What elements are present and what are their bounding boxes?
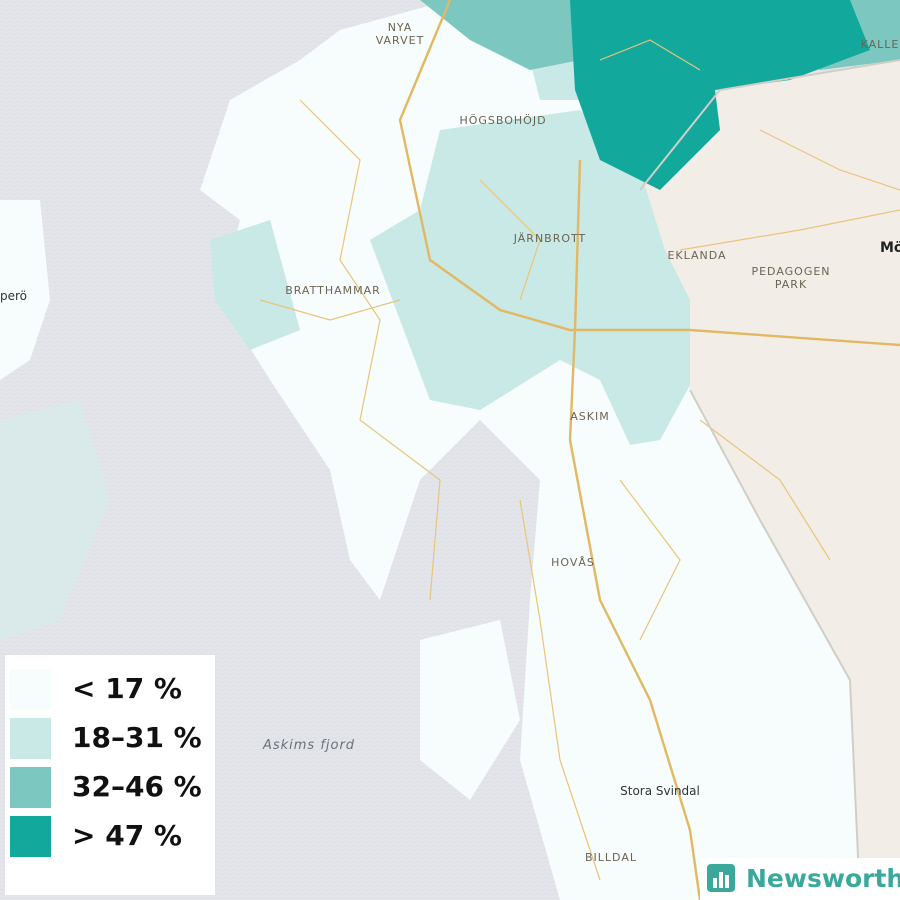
legend-label: 18–31 % bbox=[72, 721, 202, 754]
brand-icon-bar bbox=[713, 878, 717, 888]
island bbox=[420, 620, 520, 800]
place-label: Mö bbox=[880, 240, 900, 256]
place-label: PEDAGOGEN bbox=[751, 265, 830, 278]
region bbox=[420, 0, 580, 70]
island bbox=[0, 200, 50, 380]
region bbox=[570, 0, 870, 190]
brand: Newsworthy bbox=[700, 858, 900, 900]
legend-swatch bbox=[10, 718, 51, 759]
region bbox=[370, 110, 690, 445]
legend-swatch bbox=[10, 669, 51, 710]
brand-icon-bar bbox=[719, 872, 723, 888]
brand-icon-bar bbox=[725, 875, 729, 888]
legend-label: > 47 % bbox=[72, 819, 182, 852]
place-label: Stora Svindal bbox=[620, 784, 700, 798]
land bbox=[200, 0, 860, 900]
place-label: ASKIM bbox=[570, 410, 609, 423]
place-label: VARVET bbox=[376, 34, 425, 47]
place-label: JÄRNBROTT bbox=[513, 232, 587, 245]
brand-name: Newsworthy bbox=[746, 864, 900, 893]
legend-label: 32–46 % bbox=[72, 770, 202, 803]
place-label: HÖGSBOHÖJD bbox=[459, 114, 546, 127]
road bbox=[568, 159, 702, 900]
road bbox=[398, 0, 900, 347]
place-label: perö bbox=[0, 289, 27, 303]
legend-swatch bbox=[10, 767, 51, 808]
road bbox=[259, 39, 900, 881]
place-label: PARK bbox=[775, 278, 807, 291]
region bbox=[210, 220, 300, 350]
place-label: EKLANDA bbox=[667, 249, 726, 262]
legend-label: < 17 % bbox=[72, 672, 182, 705]
inland bbox=[640, 60, 900, 900]
place-label: BRATTHAMMAR bbox=[285, 284, 381, 297]
islands bbox=[0, 400, 110, 640]
place-label: KALLE bbox=[861, 38, 900, 51]
border bbox=[639, 59, 900, 191]
place-labels: NYA VARVET HÖGSBOHÖJD JÄRNBROTT EKLANDA … bbox=[0, 21, 900, 864]
place-label: NYA bbox=[388, 21, 413, 34]
border bbox=[689, 389, 861, 900]
place-label: BILLDAL bbox=[585, 851, 637, 864]
legend: < 17 % 18–31 % 32–46 % > 47 % bbox=[5, 655, 215, 895]
legend-swatch bbox=[10, 816, 51, 857]
place-label: HOVÅS bbox=[551, 556, 595, 569]
water-label: Askims fjord bbox=[262, 738, 355, 753]
